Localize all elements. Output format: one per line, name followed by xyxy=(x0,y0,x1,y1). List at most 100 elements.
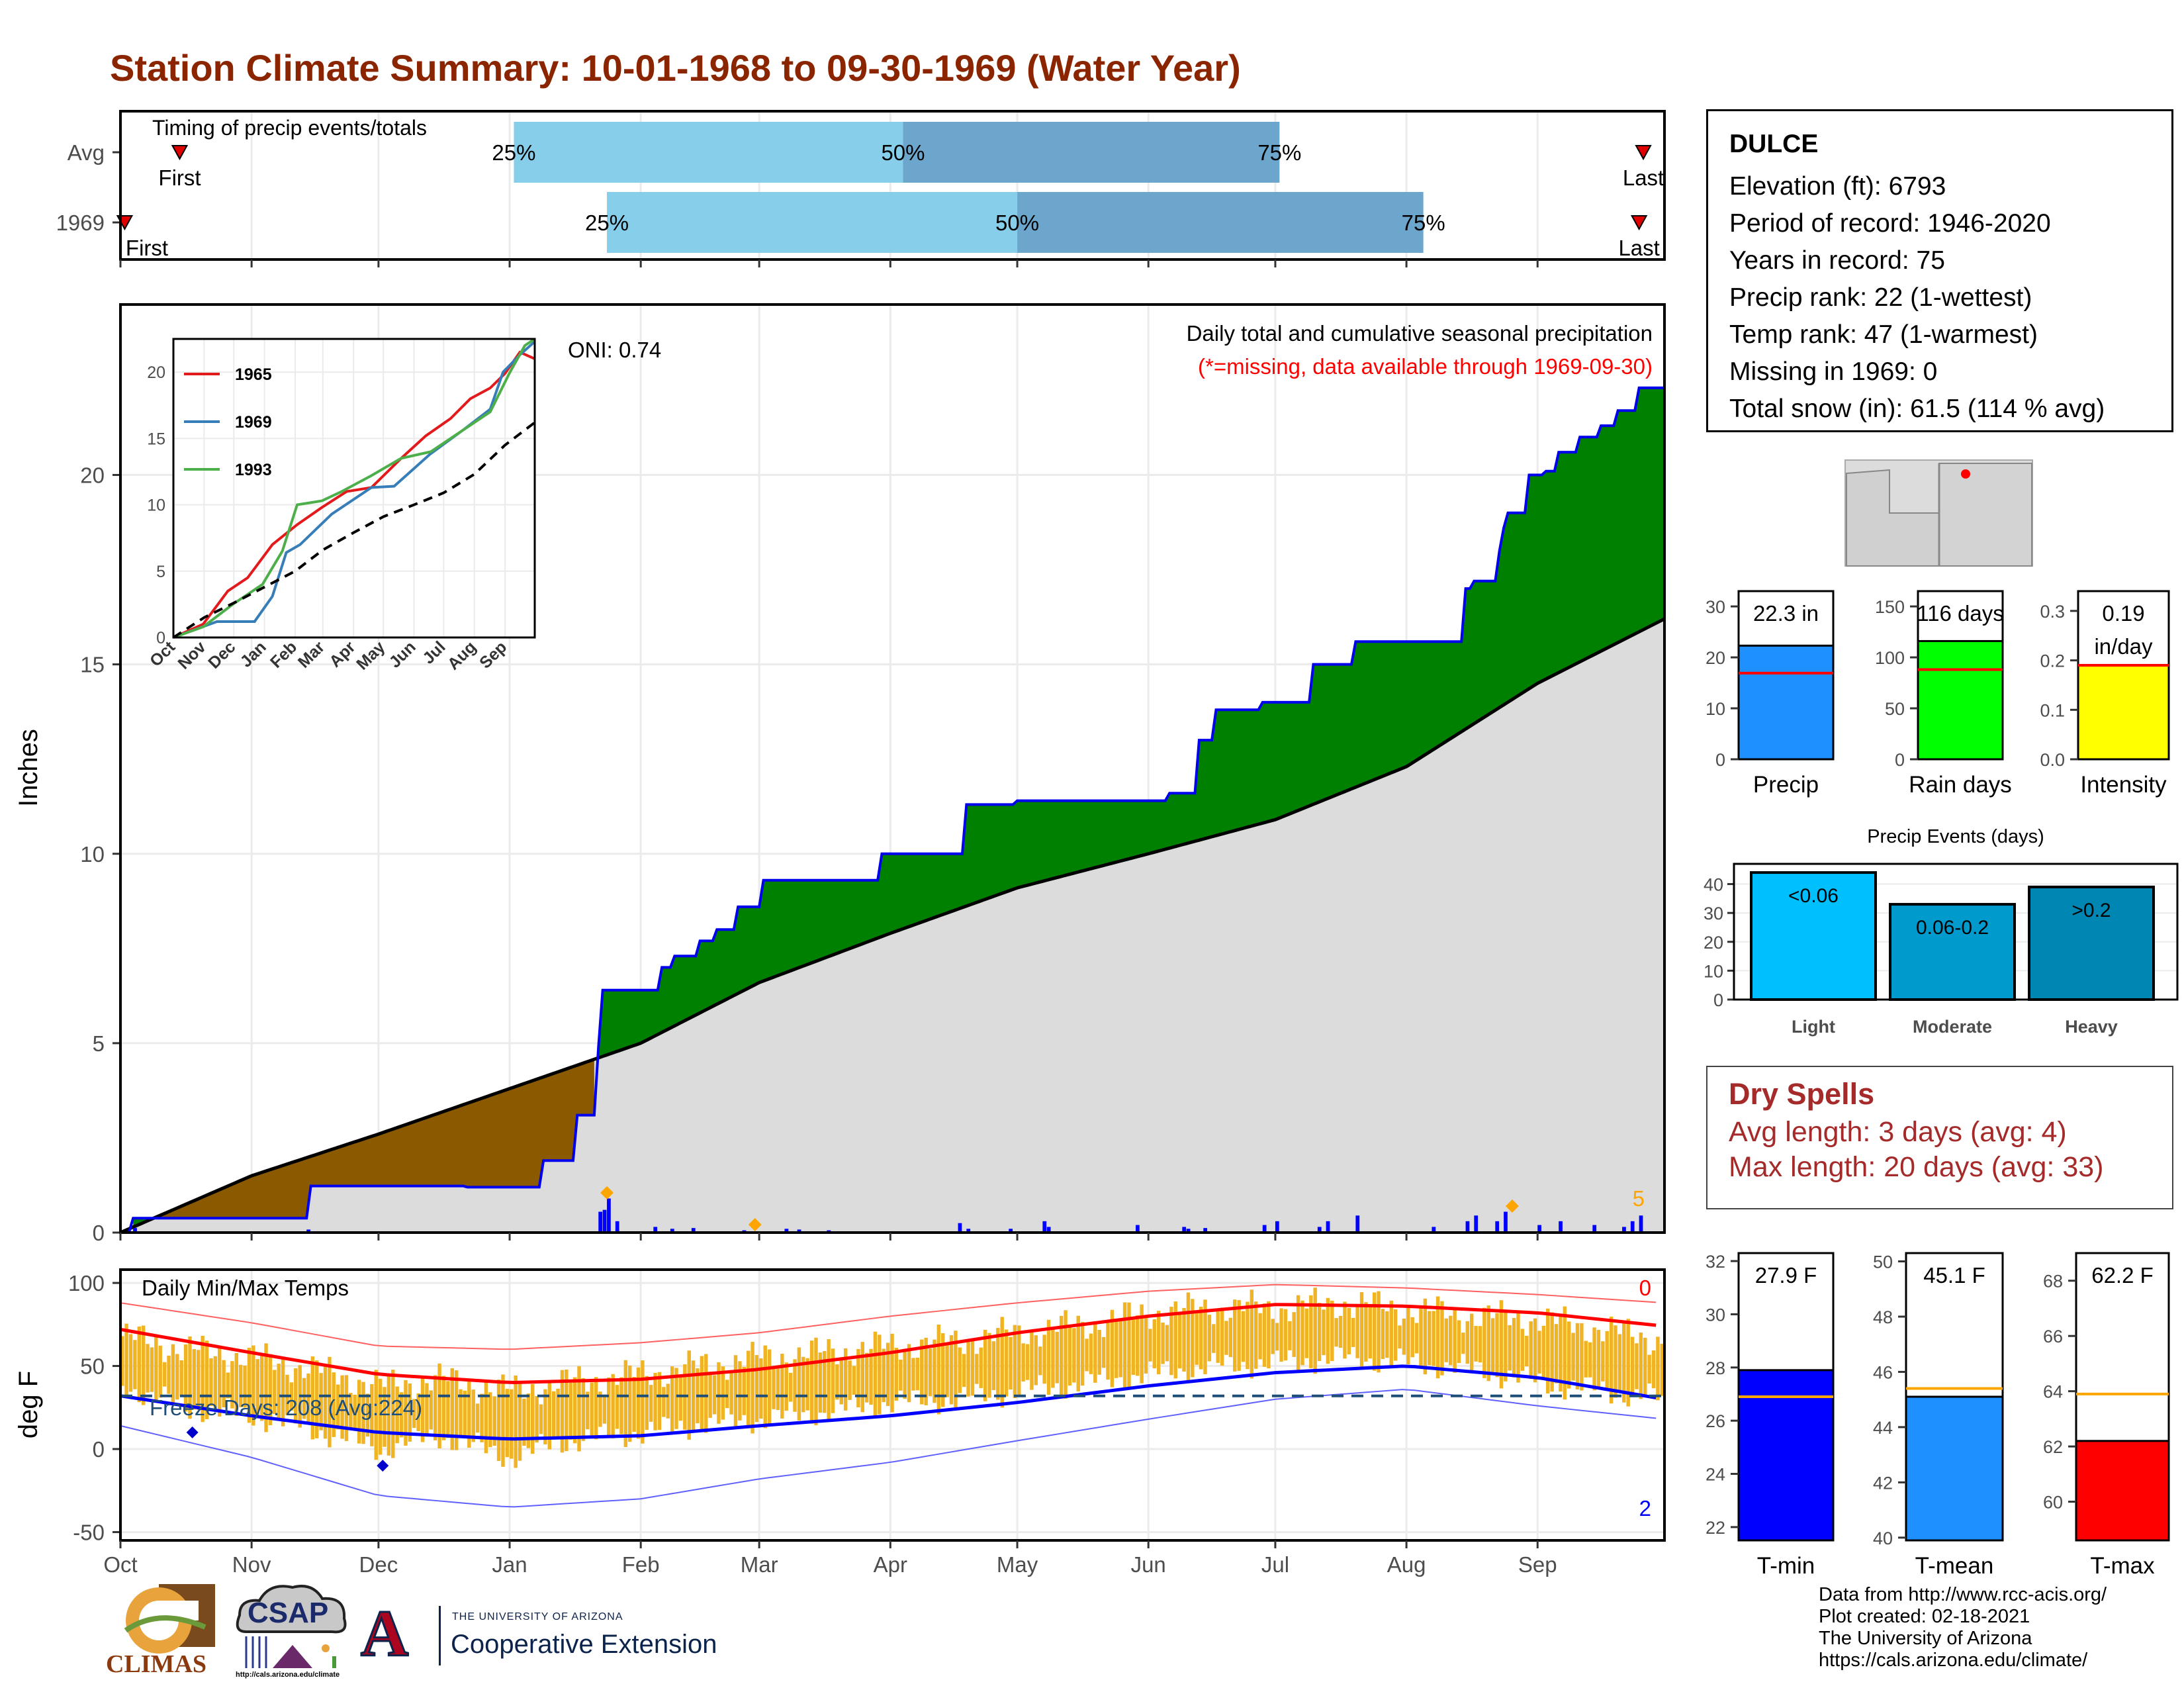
rain-days-label: Rain days xyxy=(1909,772,2012,798)
temp-daily-bar xyxy=(383,1387,387,1447)
temp-daily-bar xyxy=(894,1348,899,1401)
temp-daily-bar xyxy=(623,1360,628,1447)
temp-daily-bar xyxy=(1423,1298,1428,1375)
temp-daily-bar xyxy=(1313,1288,1317,1374)
oni-label: ONI: 0.74 xyxy=(568,338,661,362)
temp-daily-bar xyxy=(412,1399,416,1429)
temp-daily-bar xyxy=(1140,1304,1144,1383)
precip-max-event-marker xyxy=(748,1217,762,1231)
temp-daily-bar xyxy=(1203,1299,1207,1374)
temp-daily-bar xyxy=(729,1370,733,1415)
temp-daily-bar xyxy=(488,1392,492,1448)
temp-daily-bar xyxy=(1435,1296,1440,1379)
temp-daily-bar xyxy=(911,1358,915,1391)
timing-last-label: Last xyxy=(1623,165,1664,190)
temp-daily-bar xyxy=(674,1368,678,1429)
precip-daily-bar xyxy=(1355,1215,1360,1233)
temp-y-tick-label: 0 xyxy=(93,1437,105,1462)
temp-daily-bar xyxy=(141,1325,146,1405)
temp-daily-bar xyxy=(167,1355,171,1394)
temp-daily-bar xyxy=(1410,1317,1414,1358)
temp-daily-bar xyxy=(873,1331,878,1418)
temp-daily-bar xyxy=(1169,1307,1173,1376)
intensity-value-label: 0.19 xyxy=(2102,601,2144,626)
rain-days-tick-label: 0 xyxy=(1895,750,1905,770)
temp-daily-bar xyxy=(510,1389,514,1459)
temp-daily-bar xyxy=(501,1374,505,1467)
station-period: Period of record: 1946-2020 xyxy=(1729,209,2051,238)
events-tick-label: 40 xyxy=(1704,875,1723,895)
events-border xyxy=(1733,863,2179,1001)
temp-daily-bar xyxy=(1237,1300,1241,1371)
temp-daily-bar xyxy=(1453,1307,1457,1373)
temp-daily-bar xyxy=(378,1378,383,1455)
temp-daily-bar xyxy=(1559,1315,1563,1392)
events-bar xyxy=(2028,885,2155,1002)
temp-daily-bar xyxy=(1343,1301,1347,1359)
precip-daily-bar xyxy=(1186,1229,1191,1233)
temp-daily-bar xyxy=(708,1372,712,1418)
temp-daily-bar xyxy=(864,1352,869,1403)
temp-daily-bar xyxy=(941,1333,945,1407)
temp-daily-bar xyxy=(759,1358,763,1419)
events-category-label: Heavy xyxy=(2065,1017,2118,1037)
temp-daily-bar xyxy=(128,1334,133,1392)
precip-y-tick-label: 5 xyxy=(93,1031,105,1056)
inset-y-tick-label: 15 xyxy=(147,430,165,448)
temp-daily-bar xyxy=(1364,1302,1368,1362)
precip-daily-bar xyxy=(784,1229,789,1233)
temp-daily-bar xyxy=(1546,1308,1550,1394)
temp-daily-bar xyxy=(823,1351,827,1413)
tmax-tick-label: 60 xyxy=(2043,1493,2063,1513)
timing-last-marker xyxy=(1630,215,1648,231)
temp-daily-bar xyxy=(234,1352,239,1416)
inset-y-tick-label: 10 xyxy=(147,496,165,515)
temp-daily-bar xyxy=(1368,1307,1373,1359)
temp-daily-bar xyxy=(687,1350,691,1440)
temp-daily-bar xyxy=(302,1378,306,1419)
temp-daily-bar xyxy=(797,1347,801,1421)
temp-daily-bar xyxy=(691,1360,696,1431)
tmean-bar xyxy=(1905,1395,2004,1542)
events-range-label: <0.06 xyxy=(1788,885,1839,907)
precip-daily-bar xyxy=(1495,1221,1500,1233)
temp-daily-bar xyxy=(120,1336,124,1386)
temp-daily-bar xyxy=(1338,1315,1343,1348)
temp-daily-bar xyxy=(1118,1319,1122,1378)
temp-freeze-label: Freeze Days: 208 (Avg:224) xyxy=(150,1395,422,1420)
precip-y-tick-label: 15 xyxy=(80,653,105,677)
temp-daily-bar xyxy=(1330,1300,1334,1362)
temp-x-tick-label: May xyxy=(997,1552,1038,1577)
inset-y-tick-label: 5 xyxy=(156,563,165,581)
temp-daily-bar xyxy=(678,1377,683,1421)
temp-daily-bar xyxy=(1021,1343,1025,1382)
inset-legend-label: 1969 xyxy=(235,413,272,432)
temp-y-tick-label: 50 xyxy=(80,1354,105,1379)
temp-daily-bar xyxy=(370,1384,374,1446)
temp-daily-bar xyxy=(374,1370,378,1460)
temp-daily-bar xyxy=(970,1340,975,1396)
temp-daily-bar xyxy=(1199,1307,1203,1370)
temp-daily-bar xyxy=(886,1342,890,1407)
temp-daily-bar xyxy=(645,1376,649,1430)
temp-daily-bar xyxy=(1059,1315,1064,1395)
precip-daily-bar xyxy=(1203,1228,1208,1233)
temp-daily-bar xyxy=(226,1372,230,1399)
precip-daily-bar xyxy=(958,1223,962,1233)
dry-spells-title: Dry Spells xyxy=(1729,1077,1875,1111)
precip-daily-bar xyxy=(653,1227,658,1233)
temp-daily-bar xyxy=(1355,1305,1359,1358)
temp-daily-bar xyxy=(137,1326,142,1403)
temp-daily-bar xyxy=(1508,1325,1512,1371)
temp-daily-bar xyxy=(1465,1321,1470,1364)
temp-daily-bar xyxy=(1554,1324,1559,1383)
tmean-tick-label: 46 xyxy=(1873,1362,1893,1382)
intensity-tick-label: 0.0 xyxy=(2040,750,2065,770)
temp-daily-bar xyxy=(357,1380,361,1444)
station-elevation: Elevation (ft): 6793 xyxy=(1729,172,1946,201)
temp-daily-bar xyxy=(1224,1321,1228,1355)
temp-daily-bar xyxy=(1444,1318,1449,1362)
temp-daily-bar xyxy=(1474,1325,1478,1362)
temp-daily-bar xyxy=(433,1375,437,1440)
temp-daily-bar xyxy=(222,1360,226,1407)
